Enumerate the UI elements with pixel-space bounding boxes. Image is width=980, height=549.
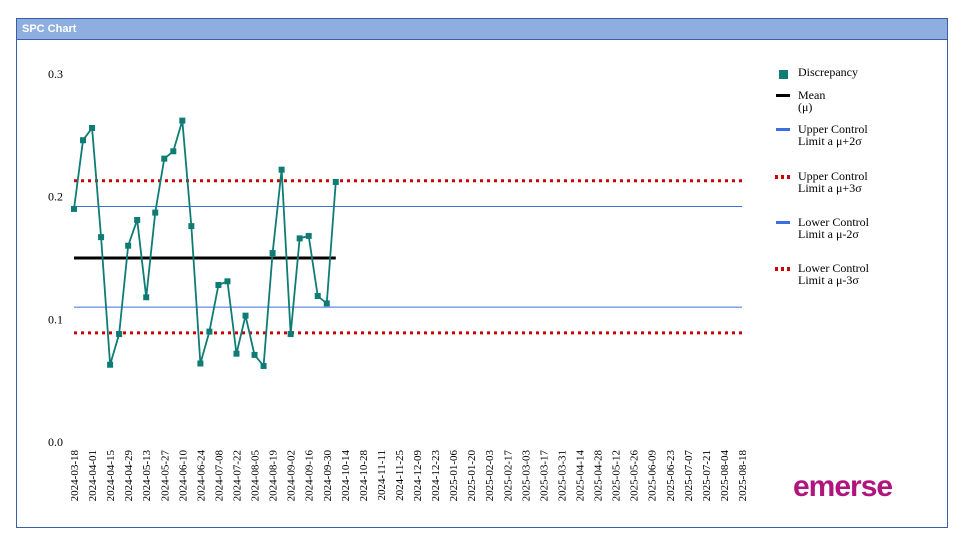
discrepancy-point xyxy=(71,205,77,212)
discrepancy-point xyxy=(161,155,168,162)
x-tick-label: 2025-03-03 xyxy=(520,450,532,502)
discrepancy-point xyxy=(179,117,186,124)
discrepancy-point xyxy=(296,235,303,242)
y-tick-label: 0.2 xyxy=(48,190,63,204)
legend-label: Mean (μ) xyxy=(798,88,826,114)
discrepancy-point xyxy=(242,312,249,319)
legend-label: Lower Control Limit a μ-3σ xyxy=(798,261,869,287)
x-tick-label: 2025-04-14 xyxy=(575,450,587,502)
discrepancy-point xyxy=(323,300,330,307)
x-tick-label: 2025-04-28 xyxy=(593,450,605,502)
discrepancy-point xyxy=(89,124,96,131)
x-tick-label: 2024-06-10 xyxy=(177,450,189,502)
x-tick-label: 2024-11-11 xyxy=(376,450,388,501)
x-tick-label: 2024-12-23 xyxy=(430,450,442,502)
discrepancy-point xyxy=(332,178,339,185)
x-tick-label: 2024-09-02 xyxy=(286,450,298,501)
x-tick-label: 2025-03-31 xyxy=(556,450,568,501)
x-tick-label: 2024-04-15 xyxy=(105,450,117,502)
discrepancy-point xyxy=(80,137,87,144)
discrepancy-point xyxy=(152,209,159,216)
discrepancy-point xyxy=(251,351,258,358)
x-tick-label: 2024-03-18 xyxy=(69,450,81,502)
x-tick-label: 2024-05-13 xyxy=(141,450,153,502)
discrepancy-point xyxy=(206,328,213,335)
x-tick-label: 2025-02-03 xyxy=(484,450,496,502)
x-tick-label: 2024-10-28 xyxy=(358,450,370,502)
discrepancy-point xyxy=(170,148,177,155)
discrepancy-point xyxy=(233,350,240,357)
x-tick-label: 2025-02-17 xyxy=(502,450,514,502)
x-tick-label: 2025-01-20 xyxy=(466,450,478,502)
x-tick-label: 2025-06-09 xyxy=(647,450,659,502)
x-tick-label: 2024-07-22 xyxy=(231,450,243,501)
x-tick-label: 2024-08-05 xyxy=(250,450,262,502)
legend-line-icon xyxy=(776,221,790,224)
y-tick-label: 0.3 xyxy=(48,67,63,81)
discrepancy-point xyxy=(305,232,312,239)
discrepancy-point xyxy=(260,362,267,369)
x-tick-label: 2025-05-12 xyxy=(611,450,623,501)
discrepancy-point xyxy=(215,281,222,288)
discrepancy-point xyxy=(197,360,204,367)
legend-line-icon xyxy=(776,128,790,131)
x-tick-label: 2024-11-25 xyxy=(394,450,406,501)
discrepancy-point xyxy=(116,331,123,338)
legend-label: Upper Control Limit a μ+3σ xyxy=(798,169,868,195)
x-tick-label: 2024-04-29 xyxy=(123,450,135,502)
emerse-logo: emerse xyxy=(793,470,893,503)
x-tick-label: 2025-06-23 xyxy=(665,450,677,502)
x-tick-label: 2024-12-09 xyxy=(412,450,424,502)
discrepancy-point xyxy=(224,278,231,285)
x-tick-label: 2024-04-01 xyxy=(87,450,99,501)
legend-dots-icon xyxy=(775,175,791,179)
discrepancy-point xyxy=(269,250,276,257)
x-tick-label: 2025-05-26 xyxy=(629,450,641,502)
y-tick-label: 0.1 xyxy=(48,312,63,326)
x-tick-label: 2025-08-18 xyxy=(737,450,749,502)
legend-label: Upper Control Limit a μ+2σ xyxy=(798,122,868,148)
discrepancy-point xyxy=(98,234,105,241)
x-tick-label: 2025-01-06 xyxy=(448,450,460,502)
x-tick-label: 2024-08-19 xyxy=(268,450,280,502)
legend-label: Discrepancy xyxy=(798,65,858,79)
discrepancy-point xyxy=(143,294,150,301)
spc-chart-panel: SPC Chart xyxy=(16,18,948,528)
x-tick-label: 2024-07-08 xyxy=(213,450,225,502)
discrepancy-point xyxy=(125,242,132,249)
x-tick-label: 2025-03-17 xyxy=(538,450,550,502)
discrepancy-series-line xyxy=(73,120,337,369)
legend-square-icon xyxy=(779,70,788,79)
x-tick-label: 2025-07-07 xyxy=(683,450,695,502)
discrepancy-point xyxy=(314,293,321,300)
legend-label: Lower Control Limit a μ-2σ xyxy=(798,215,869,241)
x-tick-label: 2025-08-04 xyxy=(719,450,731,502)
legend-line-icon xyxy=(776,94,790,97)
discrepancy-point xyxy=(107,361,114,368)
x-tick-label: 2024-06-24 xyxy=(195,450,207,502)
discrepancy-point xyxy=(134,216,141,223)
legend-dots-icon xyxy=(775,267,791,271)
x-tick-label: 2024-05-27 xyxy=(159,450,171,502)
x-tick-label: 2025-07-21 xyxy=(701,450,713,501)
x-tick-label: 2024-09-30 xyxy=(322,450,334,502)
discrepancy-point xyxy=(278,166,285,173)
panel-title: SPC Chart xyxy=(17,19,947,40)
discrepancy-point xyxy=(188,223,195,230)
y-tick-label: 0.0 xyxy=(48,435,63,449)
x-tick-label: 2024-09-16 xyxy=(304,450,316,502)
x-tick-label: 2024-10-14 xyxy=(340,450,352,502)
discrepancy-point xyxy=(287,331,294,338)
